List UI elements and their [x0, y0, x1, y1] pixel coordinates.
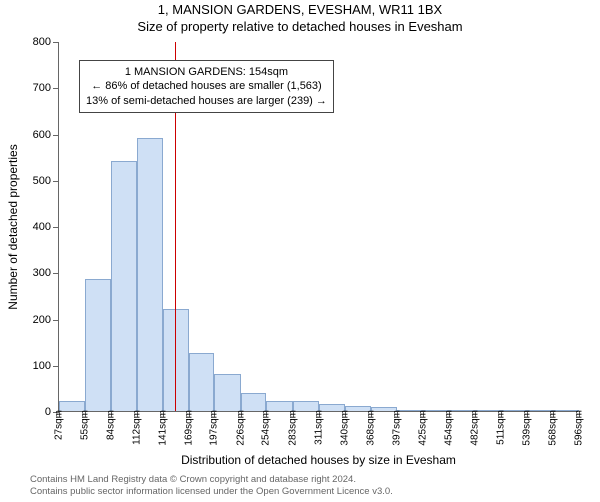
- histogram-bar: [85, 279, 112, 411]
- y-tick-label: 500: [19, 175, 51, 187]
- x-tick-label: 55sqm: [79, 410, 90, 440]
- y-tick-label: 600: [19, 129, 51, 141]
- x-tick-label: 397sqm: [392, 410, 403, 446]
- histogram-bar: [111, 161, 137, 411]
- x-tick-label: 226sqm: [235, 410, 246, 446]
- x-tick-label: 84sqm: [106, 410, 117, 440]
- y-tick-label: 200: [19, 314, 51, 326]
- histogram-chart: Number of detached properties Distributi…: [58, 42, 578, 412]
- x-tick-label: 27sqm: [54, 410, 65, 440]
- x-tick-label: 340sqm: [340, 410, 351, 446]
- footer-attribution: Contains HM Land Registry data © Crown c…: [30, 474, 393, 498]
- x-tick-label: 568sqm: [548, 410, 559, 446]
- x-tick-label: 511sqm: [496, 410, 507, 445]
- y-tick: [53, 181, 59, 182]
- y-tick: [53, 227, 59, 228]
- y-tick-label: 700: [19, 82, 51, 94]
- x-tick-label: 425sqm: [417, 410, 428, 446]
- footer-line: Contains public sector information licen…: [30, 486, 393, 498]
- y-tick-label: 100: [19, 360, 51, 372]
- x-tick-label: 141sqm: [158, 410, 169, 446]
- annotation-line: 13% of semi-detached houses are larger (…: [86, 94, 327, 108]
- x-tick-label: 112sqm: [131, 410, 142, 445]
- plot-area: Number of detached properties Distributi…: [58, 42, 578, 412]
- y-tick: [53, 88, 59, 89]
- page-title-desc: Size of property relative to detached ho…: [0, 19, 600, 34]
- y-tick-label: 0: [19, 406, 51, 418]
- y-tick-label: 800: [19, 36, 51, 48]
- page-title-address: 1, MANSION GARDENS, EVESHAM, WR11 1BX: [0, 2, 600, 17]
- histogram-bar: [189, 353, 215, 411]
- x-tick-label: 454sqm: [444, 410, 455, 446]
- y-tick: [53, 366, 59, 367]
- x-tick-label: 283sqm: [287, 410, 298, 446]
- x-axis-label: Distribution of detached houses by size …: [59, 453, 578, 467]
- x-tick-label: 596sqm: [574, 410, 585, 446]
- x-tick-label: 311sqm: [313, 410, 324, 445]
- annotation-line: 1 MANSION GARDENS: 154sqm: [86, 65, 327, 79]
- y-tick: [53, 273, 59, 274]
- x-tick-label: 482sqm: [469, 410, 480, 446]
- y-tick: [53, 42, 59, 43]
- histogram-bar: [214, 374, 241, 411]
- y-tick-label: 300: [19, 267, 51, 279]
- x-tick-label: 169sqm: [183, 410, 194, 446]
- x-tick-label: 539sqm: [521, 410, 532, 446]
- y-axis-label: Number of detached properties: [6, 144, 20, 309]
- histogram-bar: [137, 138, 164, 411]
- y-tick-label: 400: [19, 221, 51, 233]
- y-tick: [53, 320, 59, 321]
- footer-line: Contains HM Land Registry data © Crown c…: [30, 474, 393, 486]
- x-tick-label: 197sqm: [209, 410, 220, 446]
- annotation-box: 1 MANSION GARDENS: 154sqm← 86% of detach…: [79, 60, 334, 113]
- y-tick: [53, 135, 59, 136]
- x-tick-label: 254sqm: [261, 410, 272, 446]
- x-tick-label: 368sqm: [365, 410, 376, 446]
- annotation-line: ← 86% of detached houses are smaller (1,…: [86, 79, 327, 93]
- histogram-bar: [241, 393, 267, 412]
